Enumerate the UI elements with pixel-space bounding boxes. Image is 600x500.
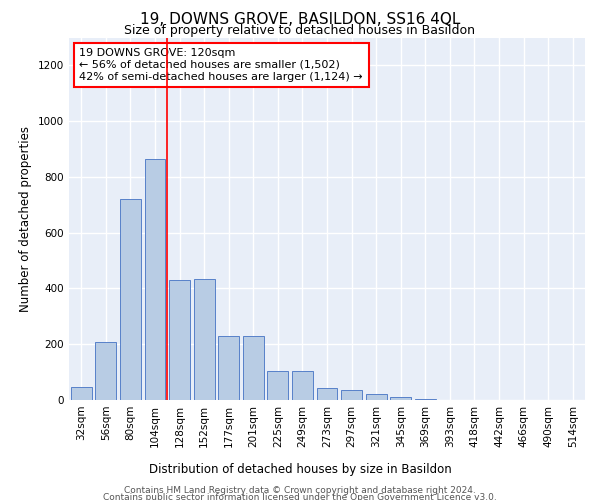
Text: Distribution of detached houses by size in Basildon: Distribution of detached houses by size … [149, 462, 451, 475]
Bar [120, 199, 141, 400]
Bar [415, 399, 436, 400]
Bar [145, 159, 166, 400]
Text: Contains HM Land Registry data © Crown copyright and database right 2024.: Contains HM Land Registry data © Crown c… [124, 486, 476, 495]
Bar [365, 394, 386, 400]
Text: Contains public sector information licensed under the Open Government Licence v3: Contains public sector information licen… [103, 494, 497, 500]
Text: Size of property relative to detached houses in Basildon: Size of property relative to detached ho… [125, 24, 476, 37]
Text: 19 DOWNS GROVE: 120sqm
← 56% of detached houses are smaller (1,502)
42% of semi-: 19 DOWNS GROVE: 120sqm ← 56% of detached… [79, 48, 363, 82]
Bar [169, 280, 190, 400]
Bar [71, 387, 92, 400]
Bar [390, 397, 411, 400]
Bar [317, 388, 337, 400]
Text: 19, DOWNS GROVE, BASILDON, SS16 4QL: 19, DOWNS GROVE, BASILDON, SS16 4QL [140, 12, 460, 28]
Bar [218, 336, 239, 400]
Bar [268, 370, 289, 400]
Bar [341, 390, 362, 400]
Bar [292, 370, 313, 400]
Bar [194, 278, 215, 400]
Y-axis label: Number of detached properties: Number of detached properties [19, 126, 32, 312]
Bar [243, 336, 264, 400]
Bar [95, 342, 116, 400]
